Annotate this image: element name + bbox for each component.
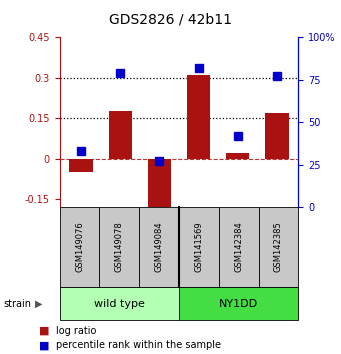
Bar bbox=[148, 159, 171, 209]
Text: GSM149084: GSM149084 bbox=[154, 222, 164, 272]
Text: NY1DD: NY1DD bbox=[219, 298, 258, 309]
Text: ■: ■ bbox=[39, 326, 49, 336]
Text: ▶: ▶ bbox=[35, 298, 43, 309]
Text: wild type: wild type bbox=[94, 298, 145, 309]
Text: GSM149076: GSM149076 bbox=[75, 222, 84, 272]
Bar bbox=[70, 159, 93, 172]
Bar bbox=[187, 75, 210, 159]
Bar bbox=[108, 112, 132, 159]
Text: strain: strain bbox=[3, 298, 31, 309]
Text: GSM142385: GSM142385 bbox=[274, 222, 283, 272]
Text: GSM141569: GSM141569 bbox=[194, 222, 204, 272]
Bar bbox=[226, 153, 250, 159]
Text: ■: ■ bbox=[39, 340, 49, 350]
Text: GDS2826 / 42b11: GDS2826 / 42b11 bbox=[109, 12, 232, 27]
Text: GSM142384: GSM142384 bbox=[234, 222, 243, 272]
Bar bbox=[265, 113, 288, 159]
Text: percentile rank within the sample: percentile rank within the sample bbox=[56, 340, 221, 350]
Text: GSM149078: GSM149078 bbox=[115, 222, 124, 272]
Text: log ratio: log ratio bbox=[56, 326, 97, 336]
